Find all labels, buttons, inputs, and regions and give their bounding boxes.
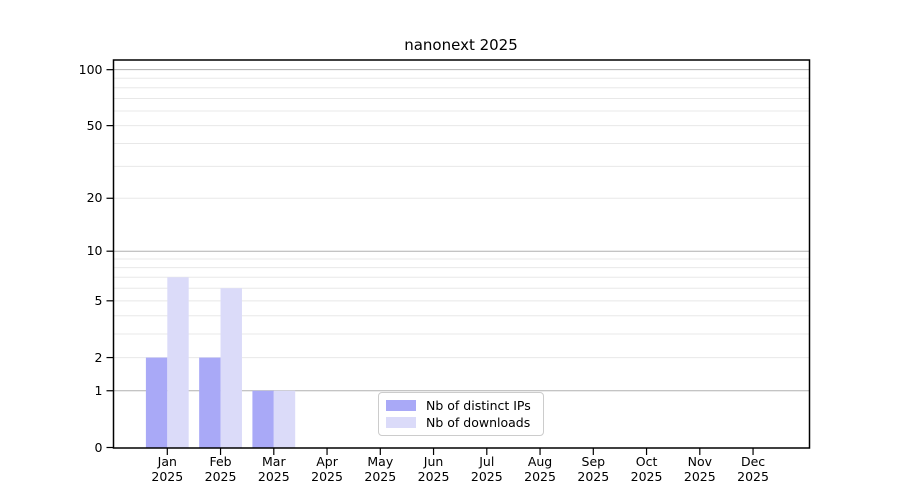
x-tick-label-feb: Feb 2025	[204, 454, 237, 484]
x-tick-label-jan: Jan 2025	[151, 454, 184, 484]
bar-distinct-ips-feb	[199, 357, 221, 448]
x-tick-label-dec: Dec 2025	[737, 454, 769, 484]
x-tick-label-apr: Apr 2025	[311, 454, 343, 484]
x-tick-label-mar: Mar 2025	[257, 454, 290, 484]
bar-distinct-ips-mar	[252, 390, 274, 448]
y-tick-label-20: 20	[86, 190, 103, 206]
y-tick-label-1: 1	[94, 382, 103, 398]
bar-downloads-feb	[220, 288, 242, 448]
x-tick-label-jun: Jun 2025	[417, 454, 450, 484]
y-tick-label-50: 50	[86, 117, 103, 133]
legend-swatch-downloads-icon	[386, 417, 416, 428]
x-tick-label-aug: Aug 2025	[524, 454, 556, 484]
legend-label-distinct-ips: Nb of distinct IPs	[426, 398, 531, 413]
x-tick-label-may: May 2025	[364, 454, 397, 484]
chart-title: nanonext 2025	[404, 36, 518, 54]
legend-item-distinct-ips: Nb of distinct IPs	[386, 397, 535, 414]
y-tick-label-2: 2	[94, 349, 103, 365]
bar-distinct-ips-jan	[145, 357, 168, 448]
x-tick-label-jul: Jul 2025	[470, 454, 503, 484]
legend: Nb of distinct IPs Nb of downloads	[378, 392, 544, 436]
x-tick-label-oct: Oct 2025	[630, 454, 663, 484]
bar-downloads-mar	[273, 390, 296, 448]
x-tick-label-sep: Sep 2025	[577, 454, 610, 484]
bar-downloads-jan	[167, 277, 189, 448]
y-tick-label-100: 100	[78, 61, 103, 77]
axis-spines	[112, 59, 811, 449]
y-tick-label-5: 5	[94, 292, 103, 308]
legend-item-downloads: Nb of downloads	[386, 414, 535, 431]
y-tick-label-10: 10	[86, 243, 103, 259]
legend-swatch-distinct-ips-icon	[386, 400, 416, 411]
y-tick-label-0: 0	[94, 439, 103, 455]
x-tick-label-nov: Nov 2025	[683, 454, 716, 484]
legend-label-downloads: Nb of downloads	[426, 415, 531, 430]
